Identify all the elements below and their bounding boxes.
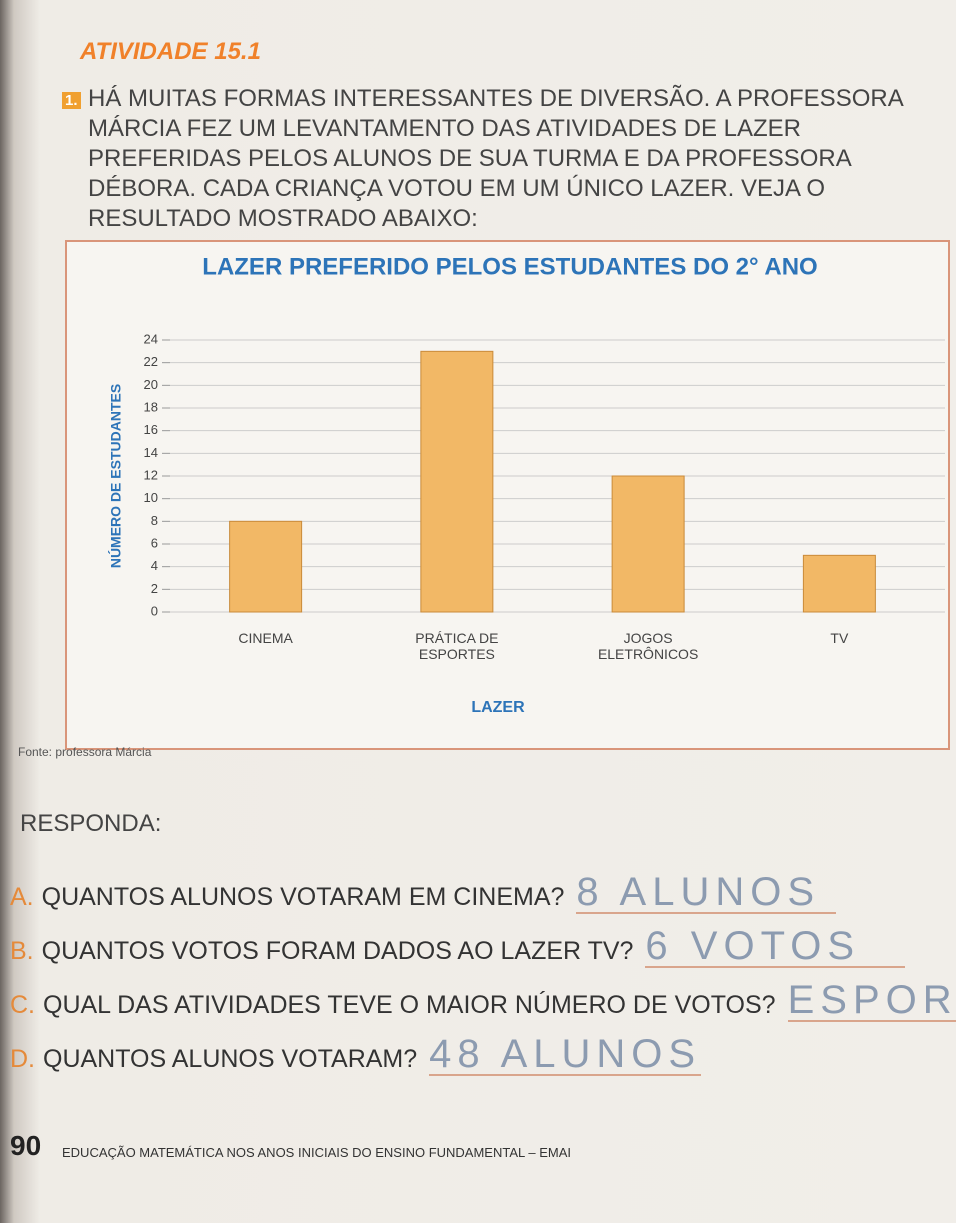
chart-title: LAZER PREFERIDO PELOS ESTUDANTES DO 2° A… [202,253,817,280]
handwritten-answer: 6 VOTOS [645,926,905,968]
prompt: RESPONDA: [20,810,161,838]
y-tick-label: 16 [144,422,158,437]
bar [612,476,684,612]
y-axis-label: NÚMERO DE ESTUDANTES [107,384,124,568]
item-letter: D. [10,1045,35,1073]
y-tick-label: 10 [144,490,158,505]
y-tick-label: 24 [144,331,158,346]
handwritten-answer: ESPORTE [788,980,956,1022]
source: Fonte: professora Márcia [18,745,151,759]
x-tick-label: CINEMA [201,630,331,646]
question-item: C. QUAL DAS ATIVIDADES TEVE O MAIOR NÚMER… [10,980,956,1022]
item-text: QUAL DAS ATIVIDADES TEVE O MAIOR NÚMERO … [43,991,776,1019]
bar [230,521,302,612]
y-tick-label: 18 [144,399,158,414]
page-number: 90 [10,1130,41,1162]
chart: LAZER PREFERIDO PELOS ESTUDANTES DO 2° A… [65,240,950,750]
item-text: QUANTOS ALUNOS VOTARAM EM CINEMA? [42,883,565,911]
x-tick-label: TV [774,630,904,646]
y-tick-label: 2 [151,581,158,596]
question-text: HÁ MUITAS FORMAS INTERESSANTES DE DIVERS… [88,84,948,234]
bar [421,351,493,612]
handwritten-answer: 8 ALUNOS [576,872,836,914]
item-text: QUANTOS ALUNOS VOTARAM? [43,1045,417,1073]
x-axis-label: LAZER [471,699,525,716]
question-item: B. QUANTOS VOTOS FORAM DADOS AO LAZER TV?… [10,926,905,968]
item-letter: A. [10,883,34,911]
y-tick-label: 20 [144,377,158,392]
handwritten-answer: 48 ALUNOS [429,1034,701,1076]
y-tick-label: 22 [144,354,158,369]
y-tick-label: 6 [151,535,158,550]
y-tick-label: 0 [151,603,158,618]
item-text: QUANTOS VOTOS FORAM DADOS AO LAZER TV? [42,937,634,965]
item-letter: C. [10,991,35,1019]
question-item: A. QUANTOS ALUNOS VOTARAM EM CINEMA? 8 ALU… [10,872,836,914]
y-tick-label: 4 [151,558,158,573]
question-item: D. QUANTOS ALUNOS VOTARAM? 48 ALUNOS [10,1034,701,1076]
y-tick-label: 14 [144,445,158,460]
footer-text: EDUCAÇÃO MATEMÁTICA NOS ANOS INICIAIS DO… [62,1145,571,1160]
y-tick-label: 12 [144,467,158,482]
chart-box: LAZER PREFERIDO PELOS ESTUDANTES DO 2° A… [65,240,950,755]
item-letter: B. [10,937,34,965]
x-tick-label: JOGOS ELETRÔNICOS [583,630,713,662]
y-tick-label: 8 [151,513,158,528]
chart-frame [66,241,949,749]
question-number: 1. [62,92,81,109]
bar [803,555,875,612]
x-tick-label: PRÁTICA DE ESPORTES [392,630,522,662]
activity-title: ATIVIDADE 15.1 [80,38,261,66]
page: ATIVIDADE 15.1 1. HÁ MUITAS FORMAS INTER… [0,0,956,1223]
